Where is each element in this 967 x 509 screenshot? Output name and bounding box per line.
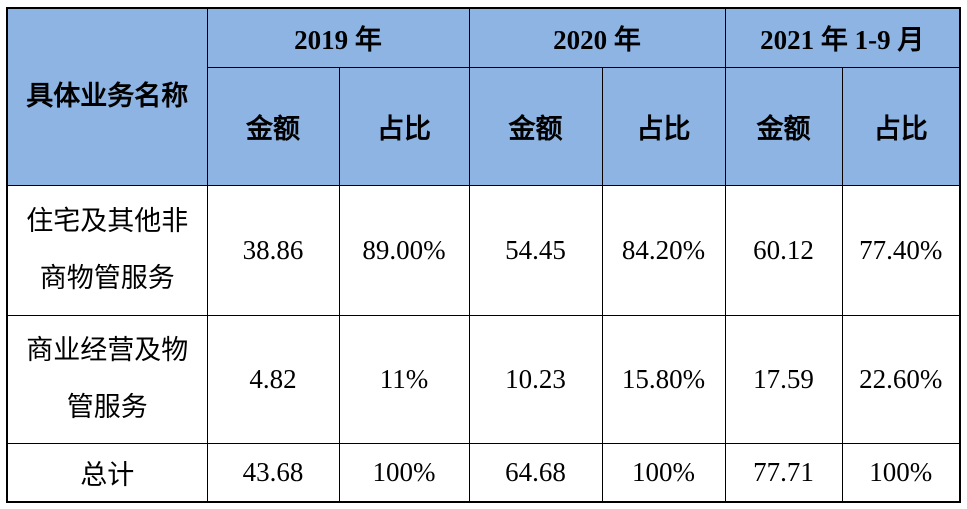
value-cell: 38.86 xyxy=(206,184,340,316)
table-row-total: 总计 43.68 100% 64.68 100% 77.71 100% xyxy=(6,442,961,503)
value-cell: 100% xyxy=(338,442,470,503)
value-cell: 54.45 xyxy=(468,184,603,316)
value-cell: 64.68 xyxy=(468,442,603,503)
business-name-cell: 商业经营及物 管服务 xyxy=(6,314,208,444)
subheader-share-2020: 占比 xyxy=(601,66,726,186)
business-name-cell: 住宅及其他非 商物管服务 xyxy=(6,184,208,316)
table-row-residential: 住宅及其他非 商物管服务 38.86 89.00% 54.45 84.20% 6… xyxy=(6,184,961,316)
value-cell: 100% xyxy=(601,442,726,503)
subheader-share-2021: 占比 xyxy=(841,66,961,186)
value-cell: 15.80% xyxy=(601,314,726,444)
value-cell: 22.60% xyxy=(841,314,961,444)
table-row-commercial: 商业经营及物 管服务 4.82 11% 10.23 15.80% 17.59 2… xyxy=(6,314,961,444)
value-cell: 10.23 xyxy=(468,314,603,444)
value-cell: 60.12 xyxy=(724,184,843,316)
subheader-amount-2021: 金额 xyxy=(724,66,843,186)
business-revenue-table: 具体业务名称 2019 年 2020 年 2021 年 1-9 月 金额 占比 … xyxy=(6,7,961,503)
value-cell: 100% xyxy=(841,442,961,503)
value-cell: 89.00% xyxy=(338,184,470,316)
year-header-2019: 2019 年 xyxy=(206,7,470,68)
value-cell: 11% xyxy=(338,314,470,444)
year-header-2021: 2021 年 1-9 月 xyxy=(724,7,961,68)
value-cell: 84.20% xyxy=(601,184,726,316)
subheader-amount-2020: 金额 xyxy=(468,66,603,186)
subheader-share-2019: 占比 xyxy=(338,66,470,186)
value-cell: 43.68 xyxy=(206,442,340,503)
column-header-business-name: 具体业务名称 xyxy=(6,7,208,186)
year-header-row: 具体业务名称 2019 年 2020 年 2021 年 1-9 月 xyxy=(6,7,961,186)
subheader-row: 金额 占比 金额 占比 金额 占比 xyxy=(7,66,961,186)
value-cell: 77.71 xyxy=(724,442,843,503)
subheader-amount-2019: 金额 xyxy=(206,66,340,186)
value-cell: 4.82 xyxy=(206,314,340,444)
year-header-2020: 2020 年 xyxy=(468,7,726,68)
value-cell: 77.40% xyxy=(841,184,961,316)
value-cell: 17.59 xyxy=(724,314,843,444)
total-label-cell: 总计 xyxy=(6,442,208,503)
